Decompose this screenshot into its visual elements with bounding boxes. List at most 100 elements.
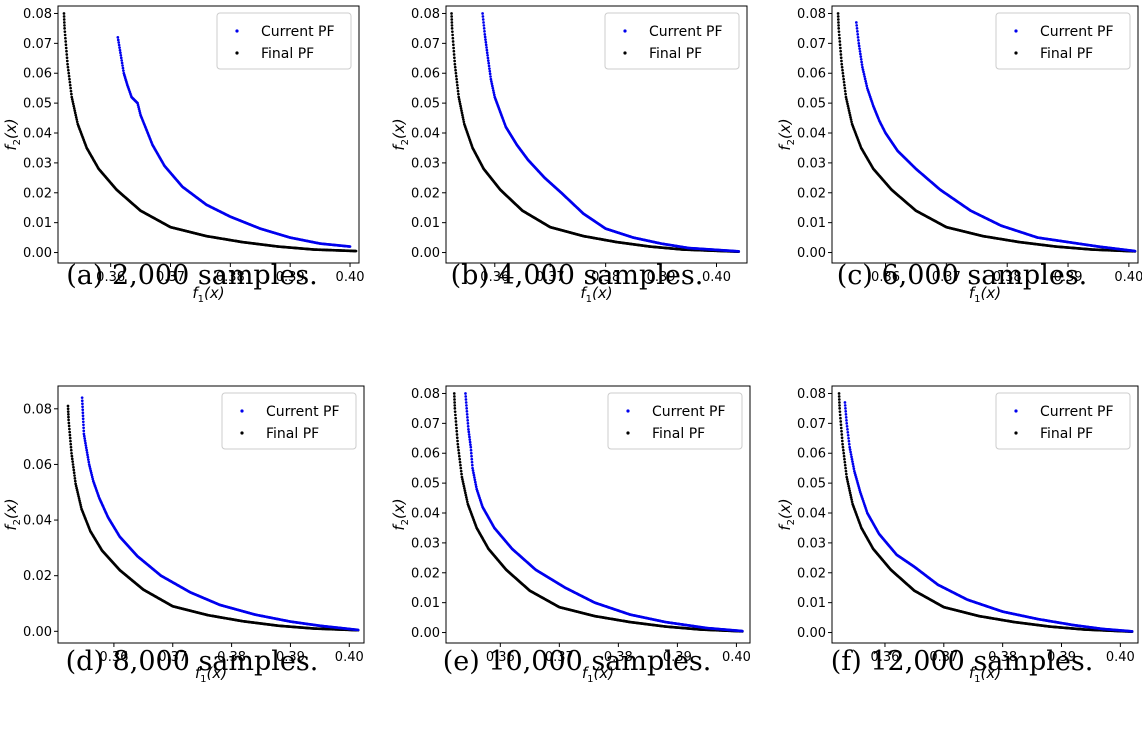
data-point: [458, 102, 462, 106]
data-point: [840, 65, 844, 69]
data-point: [847, 487, 851, 490]
subfigure-caption: (b) 4,000 samples.: [450, 260, 704, 291]
data-point: [858, 49, 862, 53]
data-point: [845, 424, 849, 428]
data-points: [836, 12, 1137, 253]
data-point: [122, 69, 125, 73]
data-point: [460, 472, 463, 476]
data-point: [66, 404, 70, 408]
data-point: [864, 79, 868, 83]
data-point: [78, 501, 82, 505]
data-point: [70, 95, 74, 99]
data-point: [854, 21, 858, 24]
x-tick-label: 0.38: [993, 270, 1022, 285]
data-point: [455, 429, 459, 433]
data-point: [455, 77, 458, 81]
data-points: [450, 12, 741, 253]
data-point: [454, 413, 457, 417]
data-point: [856, 36, 860, 39]
data-point: [65, 59, 69, 63]
data-point: [455, 436, 459, 440]
data-point: [70, 451, 73, 455]
x-axis-label: f1(x): [580, 284, 612, 305]
data-point: [452, 392, 456, 395]
data-point: [838, 413, 842, 417]
data-point: [844, 469, 848, 473]
data-point: [844, 413, 848, 416]
data-point: [455, 83, 459, 87]
series-current-pf: [481, 12, 741, 253]
data-point: [88, 467, 92, 470]
data-point: [453, 398, 456, 401]
data-point: [843, 86, 847, 90]
x-tick-label: 0.38: [216, 270, 245, 285]
x-tick-label: 0.37: [932, 270, 961, 285]
data-point: [456, 86, 460, 90]
data-point: [77, 495, 80, 498]
data-point: [450, 27, 454, 30]
data-point: [65, 53, 69, 56]
data-point: [490, 80, 493, 83]
data-point: [484, 40, 488, 44]
data-point: [64, 36, 67, 40]
data-point: [839, 56, 843, 60]
data-point: [85, 448, 89, 452]
data-point: [80, 396, 84, 400]
data-points: [62, 12, 358, 253]
data-point: [69, 89, 73, 93]
data-point: [483, 33, 487, 36]
data-point: [849, 453, 853, 456]
data-point: [66, 65, 70, 69]
data-point: [860, 63, 864, 66]
data-point: [837, 398, 841, 401]
legend-label: Final PF: [261, 46, 314, 62]
data-point: [857, 39, 860, 42]
data-point: [848, 489, 852, 492]
data-point: [80, 399, 84, 403]
data-point: [850, 500, 854, 504]
data-point: [849, 115, 852, 119]
data-point: [81, 408, 85, 412]
data-point: [354, 249, 358, 253]
y-tick-label: 0.06: [23, 67, 52, 82]
data-point: [81, 417, 85, 421]
data-point: [68, 83, 72, 87]
data-point: [487, 61, 491, 65]
data-point: [842, 454, 846, 458]
data-point: [85, 451, 89, 454]
data-point: [847, 439, 851, 443]
data-point: [845, 478, 849, 481]
data-point: [839, 416, 842, 420]
y-tick-label: 0.05: [797, 97, 826, 112]
data-point: [67, 418, 70, 422]
data-point: [863, 75, 866, 78]
data-point: [491, 86, 495, 90]
data-point: [843, 401, 847, 404]
data-point: [845, 475, 849, 479]
data-point: [837, 392, 841, 395]
data-point: [458, 100, 462, 103]
data-point: [86, 455, 90, 459]
data-point: [838, 401, 841, 404]
data-point: [849, 450, 852, 454]
data-point: [849, 493, 852, 497]
y-tick-label: 0.00: [23, 246, 52, 261]
data-point: [491, 84, 494, 88]
data-point: [453, 59, 456, 63]
data-point: [851, 462, 855, 466]
data-point: [77, 497, 81, 500]
data-point: [76, 490, 79, 494]
data-point: [860, 60, 863, 64]
data-point: [859, 52, 862, 56]
data-point: [454, 68, 457, 72]
data-point: [457, 98, 461, 101]
data-point: [452, 46, 455, 50]
data-point: [454, 71, 458, 75]
data-point: [486, 53, 489, 57]
data-point: [457, 451, 461, 455]
data-point: [454, 423, 458, 427]
